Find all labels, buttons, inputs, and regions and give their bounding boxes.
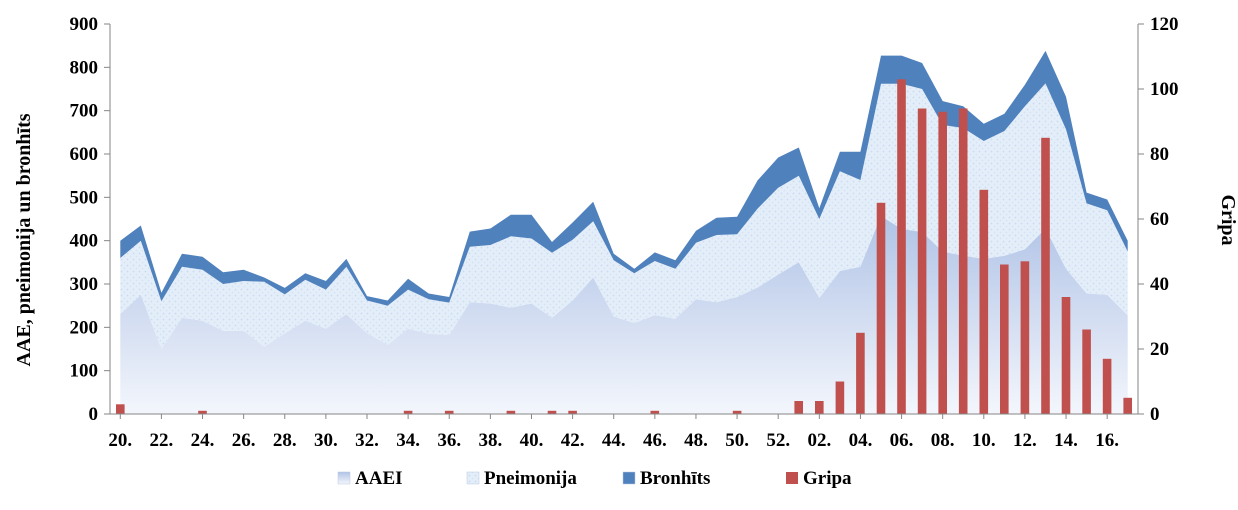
legend: AAEI Pneimonija Bronhīts Gripa — [337, 468, 852, 489]
x-tick-label: 44. — [602, 430, 626, 451]
bar-gripa — [835, 381, 845, 414]
y-left-tick-label: 0 — [89, 404, 99, 425]
bar-layer — [116, 79, 1132, 415]
x-tick-label: 52. — [766, 430, 790, 451]
y-left-tick-label: 500 — [70, 187, 99, 208]
x-tick-label: 08. — [931, 430, 955, 451]
bar-gripa — [794, 401, 803, 414]
legend-swatch — [622, 471, 636, 485]
y-right-tick-label: 100 — [1150, 79, 1179, 100]
legend-swatch — [337, 471, 351, 485]
x-tick-label: 24. — [191, 430, 215, 451]
legend-label: Gripa — [803, 468, 852, 489]
legend-item-pneimonija: Pneimonija — [466, 468, 577, 489]
bar-gripa — [547, 410, 557, 415]
x-tick-label: 40. — [520, 430, 544, 451]
bar-gripa — [732, 410, 742, 415]
bar-gripa — [1082, 329, 1091, 414]
bar-gripa — [116, 404, 125, 415]
bar-gripa — [506, 410, 516, 415]
bar-gripa — [403, 410, 413, 415]
x-tick-label: 02. — [807, 430, 831, 451]
y-left-tick-label: 100 — [70, 361, 99, 382]
area-bronh-ts — [120, 50, 1128, 306]
bar-gripa — [198, 410, 207, 415]
y-left-tick-label: 400 — [70, 231, 99, 252]
x-tick-label: 14. — [1054, 430, 1078, 451]
area-layer — [120, 50, 1128, 414]
x-tick-label: 36. — [437, 430, 461, 451]
y-left-tick-label: 300 — [70, 274, 99, 295]
x-tick-label: 38. — [478, 430, 502, 451]
bar-gripa — [1041, 137, 1050, 415]
y-right-tick-label: 60 — [1150, 209, 1169, 230]
bar-gripa — [1123, 397, 1132, 415]
y-left-tick-label: 200 — [70, 317, 99, 338]
legend-label: Pneimonija — [484, 468, 577, 489]
x-tick-label: 32. — [355, 430, 379, 451]
legend-item-bronh-ts: Bronhīts — [622, 468, 710, 489]
bar-gripa — [1020, 261, 1030, 415]
y-right-tick-label: 20 — [1150, 339, 1169, 360]
x-tick-label: 48. — [684, 430, 708, 451]
y-right-tick-label: 40 — [1150, 274, 1169, 295]
bar-gripa — [856, 332, 865, 415]
x-tick-label: 46. — [643, 430, 667, 451]
bar-gripa — [958, 108, 968, 414]
x-tick-label: 30. — [314, 430, 338, 451]
legend-item-gripa: Gripa — [786, 468, 852, 489]
bar-gripa — [917, 108, 927, 414]
legend-swatch — [786, 472, 798, 484]
y-left-tick-label: 900 — [70, 14, 99, 35]
x-tick-label: 50. — [725, 430, 749, 451]
y-right-axis-title: Gripa — [1217, 194, 1238, 245]
bar-gripa — [1000, 264, 1009, 414]
y-left-tick-label: 600 — [70, 144, 99, 165]
y-left-tick-label: 800 — [70, 57, 99, 78]
bar-gripa — [876, 202, 886, 414]
x-tick-label: 12. — [1013, 430, 1037, 451]
x-tick-label: 42. — [561, 430, 585, 451]
bar-gripa — [897, 79, 906, 415]
x-tick-label: 16. — [1095, 430, 1119, 451]
bar-gripa — [1061, 297, 1071, 414]
x-tick-label: 34. — [396, 430, 420, 451]
tick-labels: 0 100 200 300 400 500 600 700 800 900 0 20 40 60 80 100… — [70, 14, 1179, 451]
y-right-tick-label: 0 — [1150, 404, 1160, 425]
axes-layer — [104, 23, 1144, 419]
x-tick-label: 06. — [890, 430, 914, 451]
y-right-tick-label: 80 — [1150, 144, 1169, 165]
y-left-tick-label: 700 — [70, 101, 99, 122]
x-tick-label: 04. — [849, 430, 873, 451]
x-tick-label: 20. — [108, 430, 132, 451]
legend-swatch — [466, 471, 480, 485]
bar-gripa — [568, 410, 577, 415]
x-tick-label: 22. — [150, 430, 174, 451]
x-tick-label: 10. — [972, 430, 996, 451]
legend-label: AAEI — [355, 468, 403, 489]
y-left-axis-title: AAE, pneimonija un bronhīts — [13, 113, 35, 366]
bar-gripa — [979, 189, 989, 414]
legend-item-aaei: AAEI — [337, 468, 403, 489]
bar-gripa — [444, 410, 454, 415]
x-tick-label: 26. — [232, 430, 256, 451]
y-right-tick-label: 120 — [1150, 14, 1179, 35]
bar-gripa — [650, 410, 660, 415]
bar-gripa — [938, 111, 947, 415]
area-aaei — [120, 216, 1128, 414]
legend-label: Bronhīts — [640, 468, 710, 489]
bar-gripa — [1102, 358, 1112, 415]
x-tick-label: 28. — [273, 430, 297, 451]
bar-gripa — [815, 401, 824, 414]
area-pneimonija — [120, 83, 1128, 350]
